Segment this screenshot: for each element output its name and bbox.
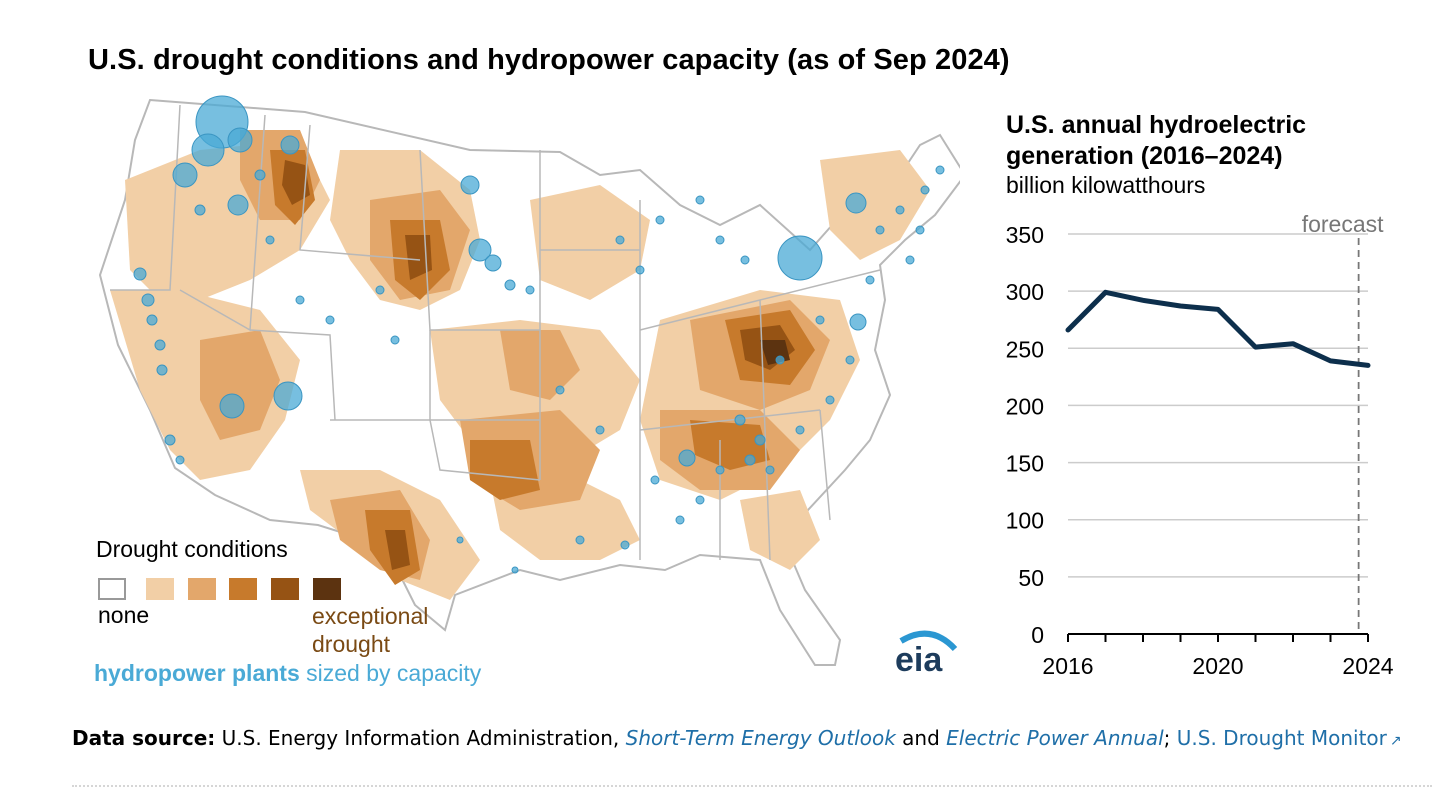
chart-axes: 0 50 100 150 200 250 300 350 2016 2020 2024 forecas… — [1006, 211, 1394, 679]
page-title: U.S. drought conditions and hydropower c… — [88, 44, 1010, 76]
legend-label-exceptional: exceptional drought — [312, 603, 429, 657]
ytick-label-50: 50 — [1018, 565, 1044, 591]
state-borders — [110, 104, 881, 561]
chart-ylabel: billion kilowatthours — [1006, 172, 1206, 198]
source-link-steo[interactable]: Short-Term Energy Outlook — [625, 726, 896, 750]
legend-swatch-none — [98, 578, 126, 600]
source-link-epa[interactable]: Electric Power Annual — [946, 726, 1164, 750]
legend-label-none: none — [98, 602, 150, 628]
series-line-hydro — [1065, 289, 1371, 368]
chart-title: U.S. annual hydroelectric generation (20… — [1006, 111, 1307, 170]
source-text-1: U.S. Energy Information Administration, — [215, 726, 626, 750]
xtick-label-2024: 2024 — [1342, 653, 1393, 679]
chart-grid — [1068, 233, 1368, 634]
source-text-3: ; — [1163, 726, 1177, 750]
xtick-label-2016: 2016 — [1042, 653, 1093, 679]
legend-swatch-d3 — [271, 578, 299, 600]
legend-swatch-d2 — [229, 578, 257, 600]
external-link-icon[interactable]: ↗ — [1389, 733, 1402, 749]
chart-series — [1065, 289, 1371, 368]
forecast-label: forecast — [1302, 211, 1384, 237]
eia-logo: eia — [895, 630, 958, 677]
bottom-divider — [72, 785, 1432, 787]
ytick-label-200: 200 — [1006, 393, 1044, 419]
hydropower-caption-rest: sized by capacity — [306, 660, 482, 686]
hydro-generation-chart: 0 50 100 150 200 250 300 350 2016 2020 2024 forecas… — [1006, 211, 1394, 679]
hydropower-caption-bold: hydropower plants — [94, 660, 300, 686]
ytick-label-350: 350 — [1006, 222, 1044, 248]
legend-title: Drought conditions — [96, 536, 288, 562]
hydropower-caption: hydropower plants sized by capacity — [94, 660, 481, 687]
drought-map — [98, 95, 960, 666]
source-label: Data source: — [72, 726, 216, 750]
source-link-drought-monitor[interactable]: U.S. Drought Monitor — [1176, 726, 1387, 750]
ytick-label-0: 0 — [1031, 622, 1044, 648]
xtick-label-2020: 2020 — [1192, 653, 1243, 679]
eia-logo-text: eia — [895, 641, 943, 677]
ytick-label-250: 250 — [1006, 336, 1044, 362]
ytick-label-150: 150 — [1006, 451, 1044, 477]
hydropower-plants — [133, 95, 945, 574]
ytick-label-100: 100 — [1006, 508, 1044, 534]
data-source: Data source: U.S. Energy Information Adm… — [72, 726, 1402, 750]
legend-swatch-d1 — [188, 578, 216, 600]
legend-swatch-d0 — [146, 578, 174, 600]
source-text-2: and — [895, 726, 947, 750]
legend-swatch-d4 — [313, 578, 341, 600]
ytick-label-300: 300 — [1006, 279, 1044, 305]
